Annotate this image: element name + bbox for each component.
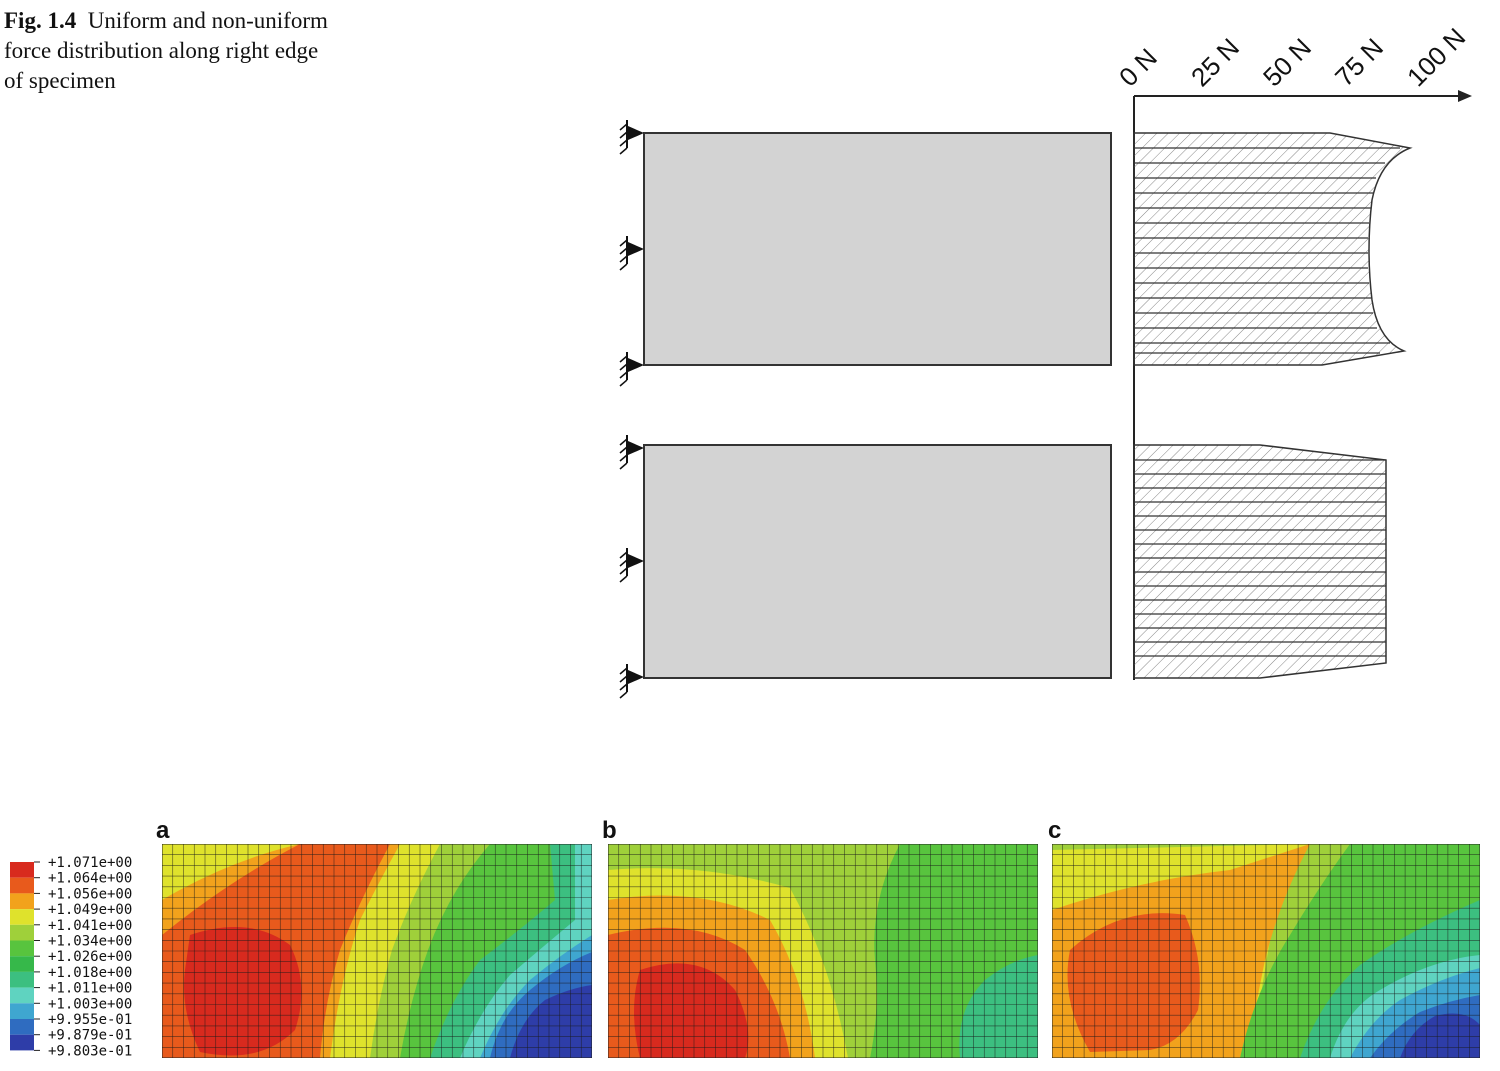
legend-value: +9.803e-01 [48,1043,132,1059]
pin-support-icon [619,120,644,155]
load-profile-outline [1133,132,1413,366]
legend-swatch [10,862,34,878]
legend-swatch [10,909,34,925]
figure-number: Fig. 1.4 [4,8,77,33]
contour-plot-a [162,844,592,1058]
legend-swatch [10,877,34,894]
load-profile-nonuniform [1133,132,1413,366]
caption-text: Uniform and non-uniform force distributi… [4,8,328,93]
load-profile-outline [1133,444,1387,679]
legend-swatch [10,1034,34,1051]
mesh-grid [1052,844,1480,1058]
legend-swatch [10,1019,34,1035]
force-axis-arrowhead [1458,90,1472,102]
panel-label-b: b [602,817,617,844]
legend-value: +1.026e+00 [48,949,132,965]
legend-value: +1.049e+00 [48,902,132,918]
legend-swatch [10,924,34,941]
legend-value: +1.011e+00 [48,981,132,997]
legend-swatch [10,987,34,1004]
pin-support-icon [619,664,644,699]
specimen-nonuniform [619,120,1112,387]
legend-value: +1.064e+00 [48,871,132,887]
load-profile-uniform [1133,444,1387,679]
contour-plot-c [1052,844,1480,1058]
force-tick-100: 100 N [1401,22,1471,92]
pin-support-icon [619,352,644,387]
legend-swatch [10,893,34,910]
legend-swatch [10,1003,34,1019]
legend-value: +1.041e+00 [48,918,132,934]
legend-value: +1.003e+00 [48,996,132,1012]
figure-caption: Fig. 1.4 Uniform and non-uniform force d… [4,6,334,96]
force-tick-50: 50 N [1257,32,1317,92]
legend-value: +9.879e-01 [48,1028,132,1044]
legend-value: +1.071e+00 [48,855,132,871]
legend-swatch [10,940,34,957]
pin-support-icon [619,548,644,583]
mesh-grid [162,844,592,1058]
legend-value: +9.955e-01 [48,1012,132,1028]
force-tick-0: 0 N [1113,42,1163,92]
legend-value: +1.018e+00 [48,965,132,981]
legend-value: +1.056e+00 [48,886,132,902]
mesh-grid [608,844,1038,1058]
legend-swatch [10,956,34,972]
color-legend: +1.071e+00+1.064e+00+1.056e+00+1.049e+00… [10,855,132,1059]
legend-value: +1.034e+00 [48,934,132,950]
pin-support-icon [619,236,644,271]
specimen-uniform [619,435,1112,699]
specimen-body [643,444,1112,679]
load-arrow-lines [1134,459,1386,657]
panel-label-c: c [1048,817,1061,844]
panel-label-a: a [156,817,170,844]
force-tick-75: 75 N [1329,32,1389,92]
force-tick-25: 25 N [1185,32,1245,92]
pin-support-icon [619,435,644,470]
specimen-body [643,132,1112,366]
contour-plot-b [608,844,1038,1058]
load-arrow-lines [1134,147,1400,354]
legend-swatch [10,971,34,988]
